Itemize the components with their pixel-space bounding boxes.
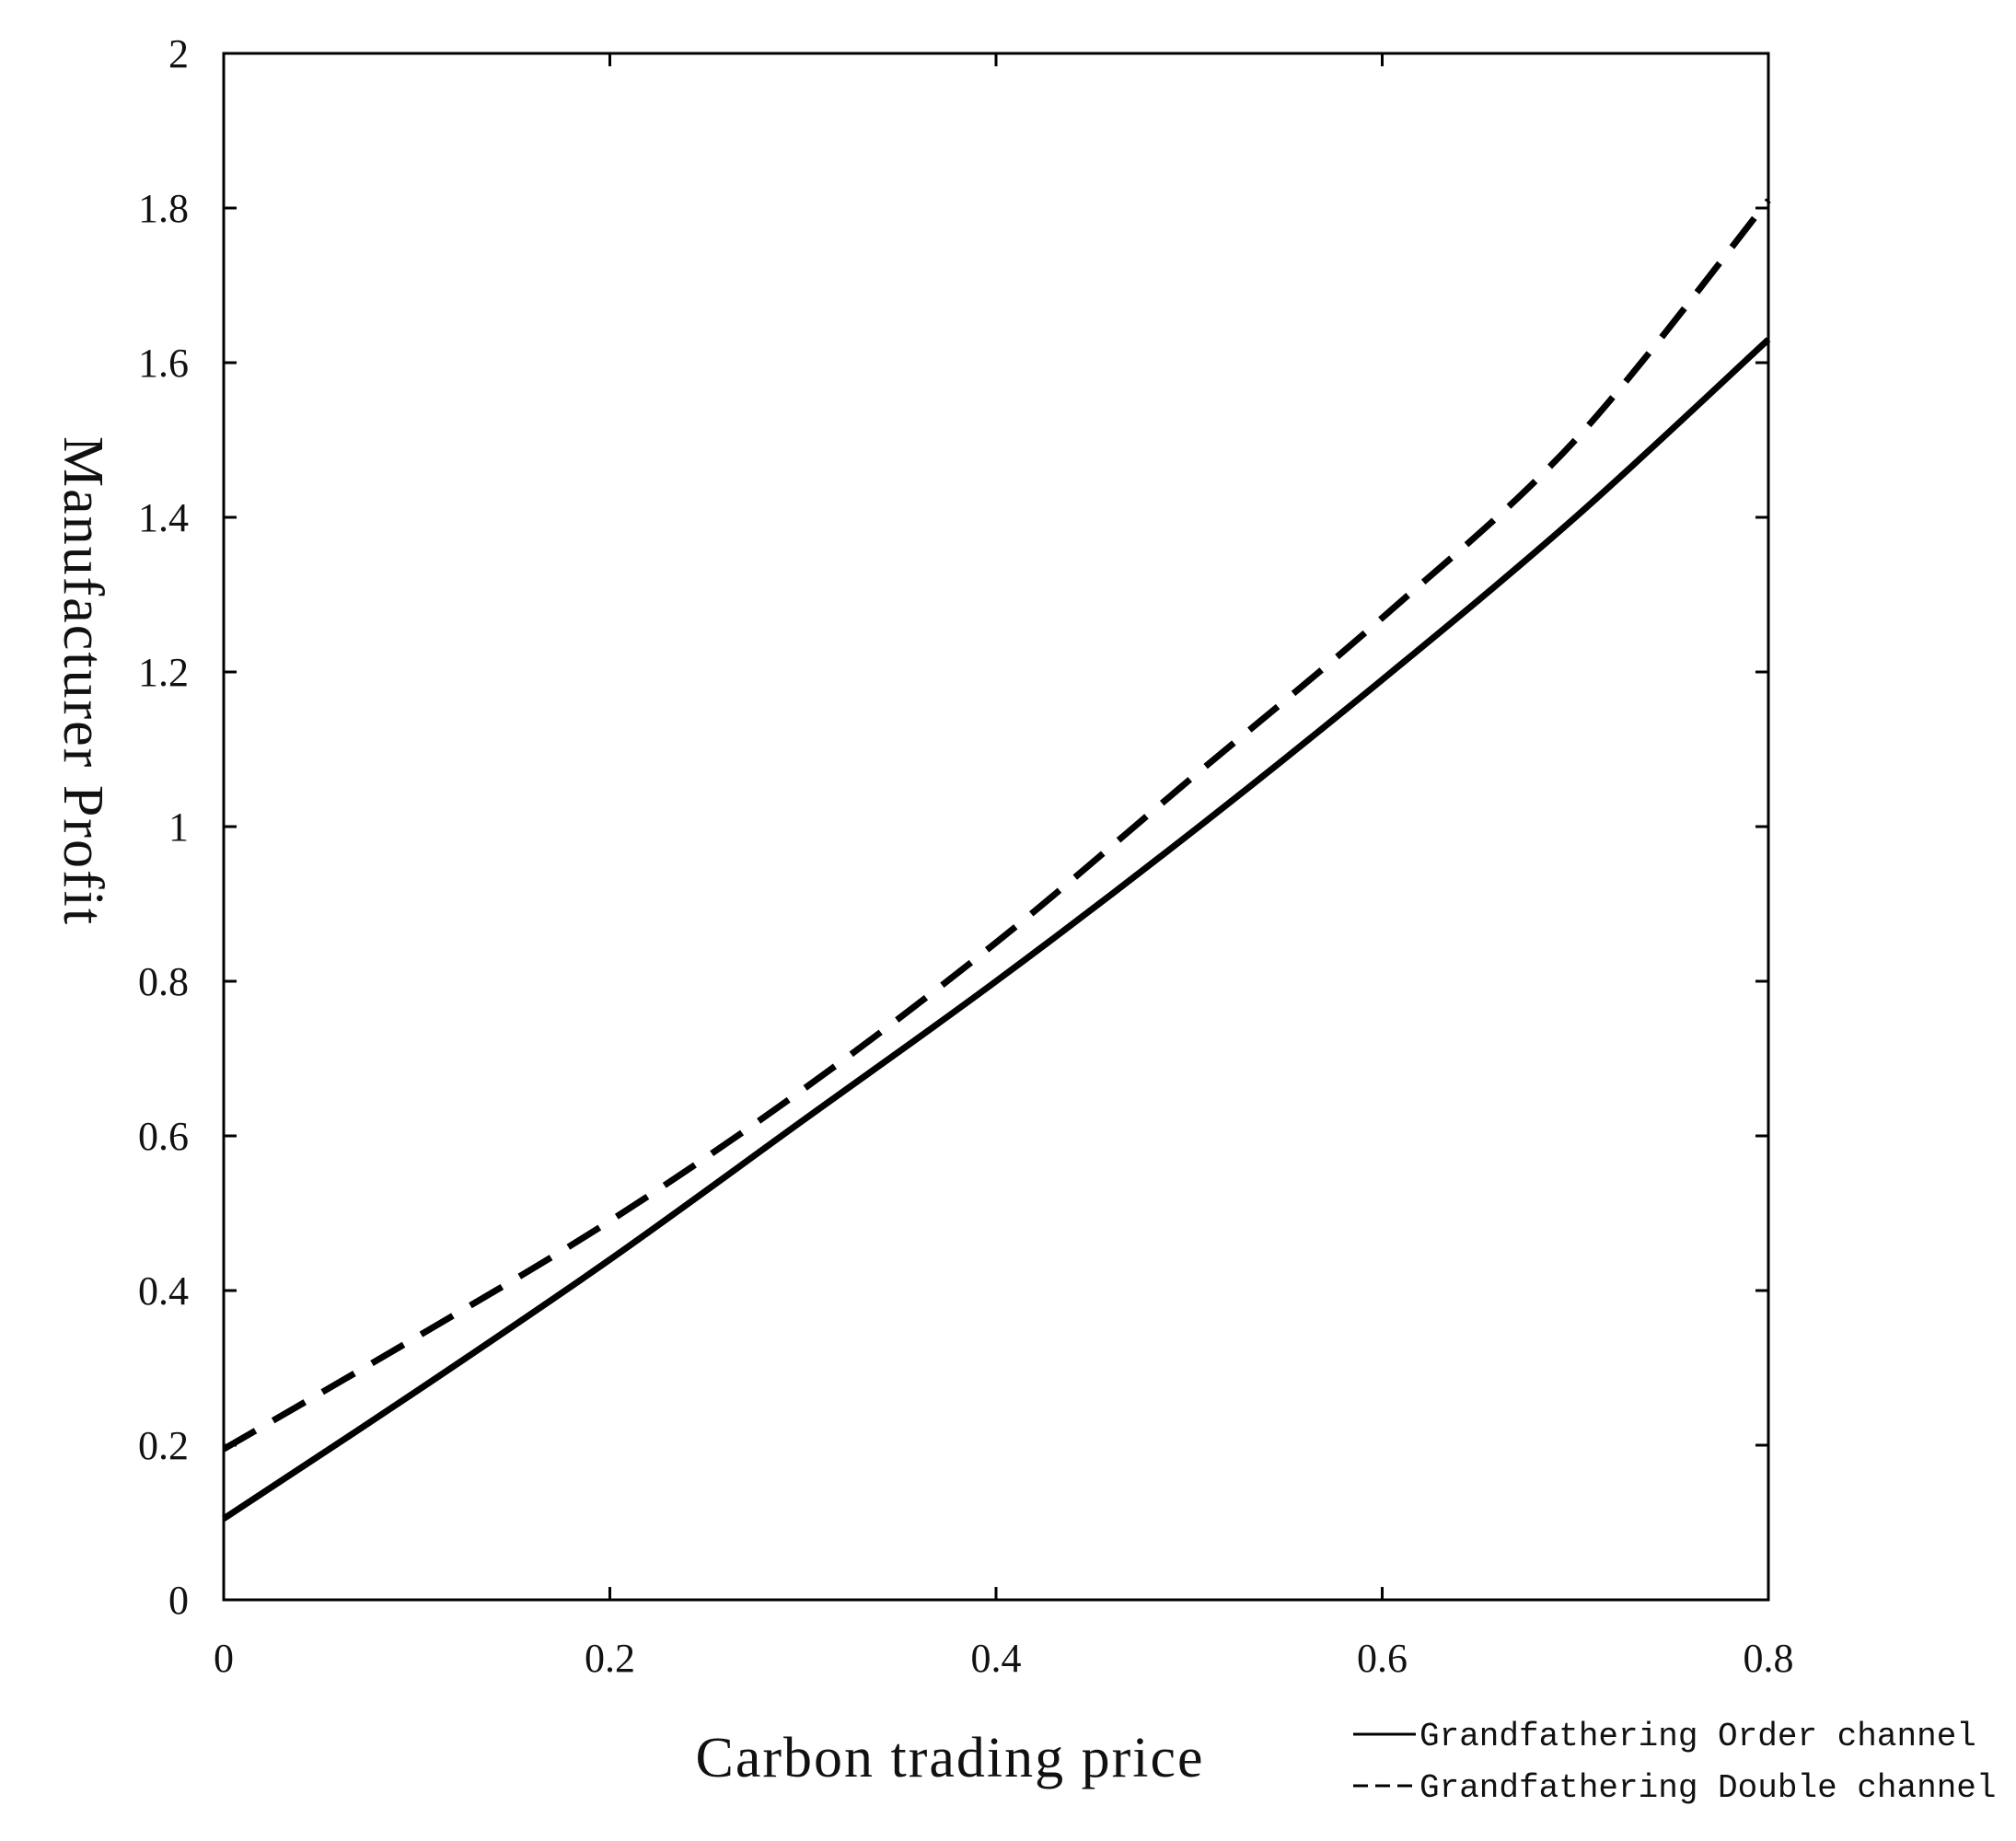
y-axis-title: Manufacturer Profit	[52, 436, 114, 926]
series-lines	[222, 198, 1771, 1522]
y-tick-label: 1.6	[138, 341, 189, 386]
y-tick-label: 1	[168, 805, 189, 850]
legend-label: Grandfathering Double channel	[1419, 1769, 1997, 1807]
y-tick-label: 1.4	[138, 495, 189, 540]
x-tick-label: 0.2	[585, 1636, 635, 1681]
legend: Grandfathering Order channel Grandfatheri…	[1353, 1718, 1997, 1807]
legend-label: Grandfathering Order channel	[1419, 1718, 1976, 1755]
y-tick-label: 2	[168, 31, 189, 76]
y-tick-label: 0.2	[138, 1423, 189, 1468]
y-tick-label: 0.4	[138, 1268, 189, 1314]
x-tick-label: 0	[214, 1636, 234, 1681]
y-tick-label: 1.2	[138, 650, 189, 695]
axis-ticks: 0 0.2 0.4 0.6 0.8 0 0.2 0.4 0.6 0.8 1 1.2 1.4 1.6 1.8 2	[138, 31, 1794, 1681]
series-line-dashed	[222, 198, 1771, 1453]
y-tick-label: 0	[168, 1578, 189, 1623]
series-line-solid	[222, 337, 1771, 1522]
y-tick-label: 0.8	[138, 959, 189, 1004]
x-tick-label: 0.6	[1357, 1636, 1408, 1681]
x-tick-label: 0.8	[1744, 1636, 1794, 1681]
y-tick-label: 1.8	[138, 186, 189, 231]
y-tick-label: 0.6	[138, 1114, 189, 1159]
x-axis-title: Carbon trading price	[695, 1727, 1204, 1789]
x-tick-label: 0.4	[971, 1636, 1022, 1681]
